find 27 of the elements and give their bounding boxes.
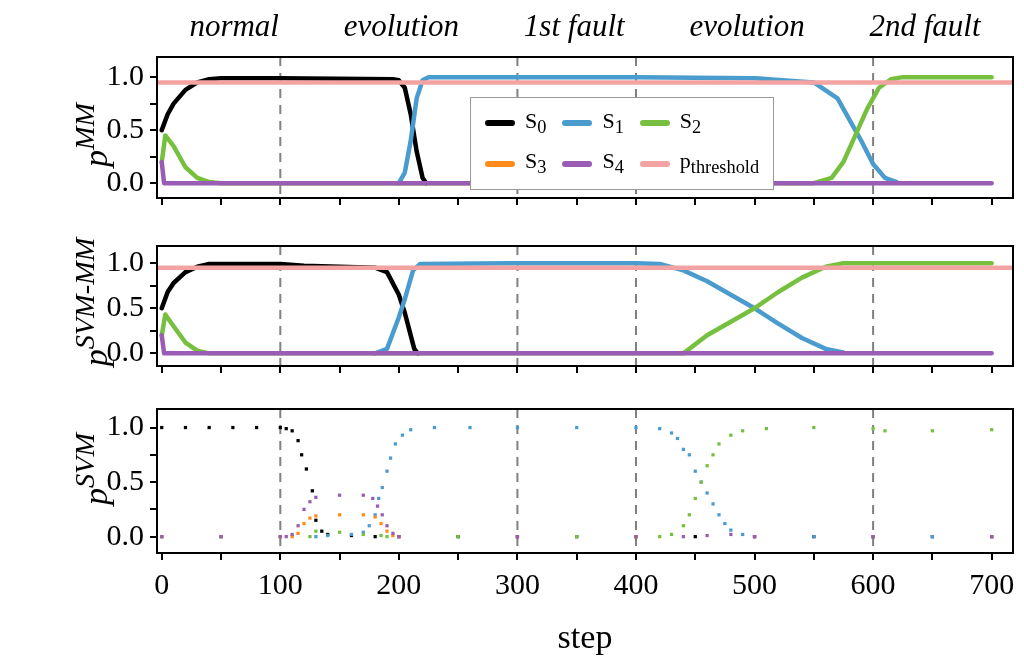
legend-label: S$_{1}$ [602,108,624,139]
y-tick-label: 1.0 [106,408,144,442]
x-tick-label: 400 [613,566,659,600]
x-tick-label: 300 [494,566,540,600]
x-tick-label: 600 [850,566,896,600]
y-tick-label: 0.5 [106,462,144,496]
x-tick-label: 200 [376,566,422,600]
legend-label: S$_{2}$ [679,108,702,139]
legend-label: S$_{4}$ [602,148,624,179]
x-tick-label: 0 [154,566,170,600]
text: 1st fault [523,8,625,44]
x-tick-label: 700 [969,566,1015,600]
text: 2nd fault [869,8,981,44]
legend-label: p$_{threshold}$ [679,148,760,179]
x-axis-title: step [557,617,613,655]
x-tick-label: 500 [732,566,778,600]
legend-label: S$_{3}$ [525,148,547,179]
y-tick-label: 1.0 [106,244,144,278]
text: normal [189,8,279,44]
y-tick-label: 0.5 [106,111,144,145]
y-tick-label: 1.0 [106,58,144,92]
y-tick-label: 0.5 [106,289,144,323]
text: evolution [343,8,460,44]
legend-label: S$_{0}$ [525,108,547,139]
y-tick-label: 0.0 [106,517,144,551]
text: evolution [689,8,805,44]
x-tick-label: 100 [257,566,303,600]
